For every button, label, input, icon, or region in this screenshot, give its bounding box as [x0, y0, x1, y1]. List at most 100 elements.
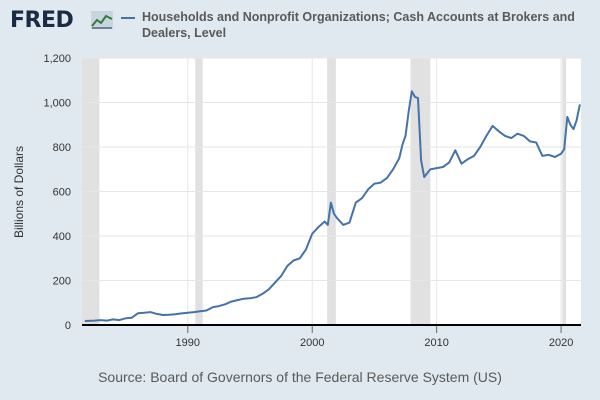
- data-point: [125, 317, 127, 319]
- data-point: [380, 182, 382, 184]
- data-point: [460, 163, 463, 165]
- data-point: [572, 128, 575, 130]
- source-note: Source: Board of Governors of the Federa…: [98, 369, 502, 385]
- data-point: [417, 97, 419, 99]
- data-point: [137, 312, 139, 314]
- data-point: [498, 130, 500, 132]
- y-tick-label: 1,000: [43, 98, 71, 110]
- data-point: [243, 298, 245, 300]
- data-point: [274, 282, 276, 284]
- y-tick-label: 400: [53, 231, 71, 243]
- data-point: [348, 222, 351, 224]
- data-point: [106, 320, 108, 322]
- x-tick-label: 2020: [549, 337, 573, 349]
- data-point: [336, 217, 338, 219]
- data-point: [84, 320, 86, 322]
- data-point: [579, 104, 581, 106]
- series-points: [84, 90, 581, 322]
- data-point: [401, 144, 403, 146]
- y-tick-label: 600: [53, 187, 71, 199]
- data-point: [193, 311, 195, 313]
- data-point: [342, 224, 344, 226]
- data-point: [485, 135, 487, 137]
- data-point: [423, 176, 425, 178]
- x-tick-label: 1990: [176, 337, 200, 349]
- data-point: [373, 183, 375, 185]
- data-point: [149, 311, 151, 313]
- data-point: [218, 305, 220, 307]
- data-point: [420, 159, 422, 161]
- data-point: [199, 310, 201, 312]
- data-point: [93, 320, 95, 322]
- data-point: [299, 257, 301, 259]
- data-point: [404, 135, 407, 137]
- data-point: [330, 202, 332, 204]
- data-point: [261, 293, 263, 295]
- data-point: [566, 116, 568, 118]
- data-point: [355, 202, 357, 204]
- data-point: [479, 146, 481, 148]
- data-point: [156, 313, 158, 315]
- data-point: [181, 312, 183, 314]
- data-point: [118, 319, 120, 321]
- data-point: [429, 168, 431, 170]
- data-point: [408, 110, 410, 112]
- data-point: [280, 275, 282, 277]
- data-point: [324, 220, 326, 223]
- data-point: [327, 224, 329, 226]
- data-point: [411, 90, 413, 92]
- data-point: [473, 155, 475, 157]
- data-point: [563, 148, 565, 150]
- data-point: [112, 318, 114, 320]
- data-point: [467, 158, 469, 160]
- grid-lines: [82, 57, 581, 325]
- data-point: [236, 299, 239, 301]
- data-point: [292, 259, 295, 262]
- data-point: [174, 313, 176, 315]
- data-point: [436, 167, 438, 169]
- data-point: [187, 312, 189, 314]
- data-point: [529, 140, 531, 142]
- y-tick-label: 200: [53, 276, 71, 288]
- data-point: [100, 319, 102, 321]
- y-tick-label: 0: [65, 320, 71, 332]
- data-point: [569, 124, 572, 126]
- data-point: [560, 153, 562, 155]
- data-point: [230, 301, 232, 303]
- fred-chart-logo-icon: [91, 11, 113, 29]
- data-point: [143, 312, 145, 314]
- data-point: [492, 125, 494, 127]
- data-point: [255, 296, 257, 298]
- data-point: [305, 248, 307, 250]
- data-point: [205, 309, 207, 312]
- data-point: [367, 188, 369, 190]
- data-point: [414, 96, 416, 98]
- fred-logo[interactable]: FRED: [10, 8, 74, 33]
- y-axis-ticks: 0 200 400 600 800 1,000 1,200: [43, 53, 71, 332]
- data-point: [504, 135, 506, 137]
- y-tick-label: 1,200: [43, 53, 71, 65]
- data-point: [576, 119, 578, 121]
- data-point: [212, 306, 214, 308]
- legend-series-label: Households and Nonprofit Organizations; …: [142, 10, 575, 40]
- data-point: [162, 314, 164, 316]
- y-tick-label: 800: [53, 142, 71, 154]
- x-tick-label: 2010: [424, 337, 448, 349]
- data-point: [333, 213, 335, 215]
- data-point: [392, 168, 394, 170]
- data-point: [523, 135, 525, 137]
- data-point: [448, 162, 450, 164]
- x-tick-label: 2000: [300, 337, 324, 349]
- data-point: [361, 197, 363, 199]
- data-point: [541, 155, 544, 157]
- data-point: [548, 154, 550, 156]
- data-point: [386, 177, 388, 179]
- data-point: [516, 133, 519, 135]
- data-point: [535, 141, 537, 144]
- data-point: [224, 303, 226, 305]
- data-point: [286, 265, 288, 267]
- data-point: [249, 297, 251, 299]
- data-point: [554, 156, 556, 158]
- data-point: [398, 157, 400, 159]
